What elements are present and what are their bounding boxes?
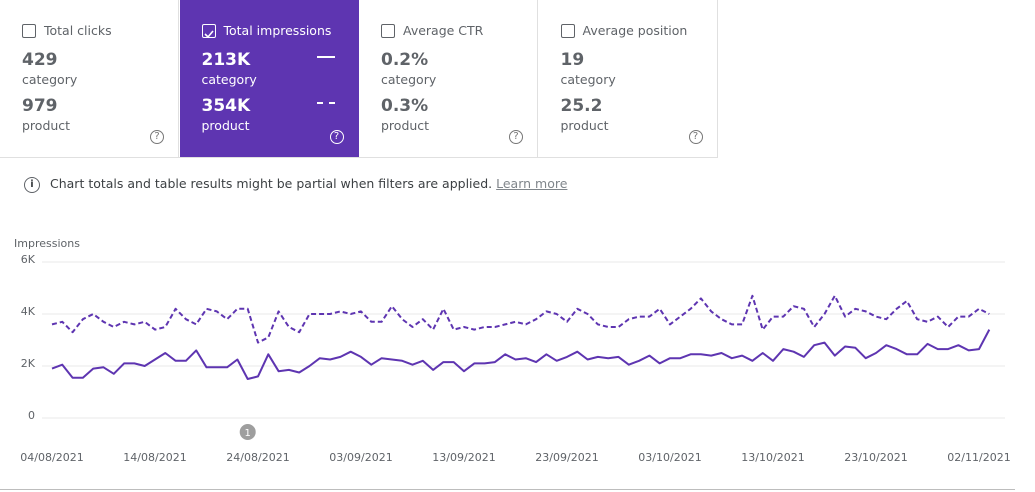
- x-tick-label: 23/09/2021: [535, 451, 598, 464]
- metric-card[interactable]: Average CTR 0.2% category 0.3% product?: [359, 0, 538, 157]
- y-tick-label: 4K: [21, 305, 36, 318]
- metric-sub-label: category: [201, 72, 257, 87]
- checkbox: [201, 24, 216, 39]
- annotation-label: 1: [245, 428, 251, 439]
- metric-card[interactable]: Total impressions 213K category 354K product…: [179, 0, 359, 157]
- metric-sub-label: product: [22, 118, 71, 133]
- metric-sub-label: category: [22, 72, 78, 87]
- help-icon: ?: [509, 130, 523, 144]
- info-icon: i: [24, 176, 40, 193]
- metric-label: Total clicks: [44, 23, 112, 38]
- metric-value: 0.3%: [381, 96, 429, 116]
- x-tick-label: 23/10/2021: [844, 451, 907, 464]
- notice-text: Chart totals and table results might be …: [50, 176, 493, 191]
- metric-card[interactable]: Average position 19 category 25.2 product?: [539, 0, 718, 157]
- y-tick-label: 2K: [21, 357, 36, 370]
- metric-sub-label: product: [381, 118, 430, 133]
- bottom-border: [0, 489, 1015, 490]
- checkbox: [381, 24, 395, 38]
- metric-label: Total impressions: [223, 23, 332, 38]
- metric-sub-label: category: [560, 72, 616, 87]
- checkbox: [22, 24, 36, 38]
- x-tick-label: 04/08/2021: [20, 451, 83, 464]
- x-tick-label: 14/08/2021: [123, 451, 186, 464]
- metric-value: 979: [22, 96, 58, 116]
- metric-sub-label: category: [381, 72, 437, 87]
- metric-label: Average position: [582, 23, 688, 38]
- help-icon: ?: [688, 130, 703, 144]
- x-tick-label: 03/10/2021: [638, 451, 701, 464]
- series-line: [51, 294, 990, 344]
- help-icon: ?: [329, 130, 344, 144]
- learn-more-link[interactable]: Learn more: [496, 176, 568, 191]
- x-tick-label: 02/11/2021: [947, 451, 1010, 464]
- x-tick-label: 03/09/2021: [329, 451, 392, 464]
- annotation-marker: [239, 424, 256, 440]
- metric-sub-label: product: [201, 118, 250, 133]
- notice: i Chart totals and table results might be…: [24, 176, 567, 193]
- metric-label: Average CTR: [403, 23, 484, 38]
- x-tick-label: 24/08/2021: [226, 451, 289, 464]
- metric-value: 25.2: [560, 96, 603, 116]
- help-icon: ?: [150, 130, 164, 144]
- metric-value: 429: [22, 50, 58, 70]
- metric-value: 0.2%: [381, 50, 429, 70]
- checkmark: [203, 30, 214, 39]
- chart: Impressions 0 2K 4K 6K 04/08/2021 14/08/2021 2…: [14, 237, 1011, 464]
- x-tick-label: 13/09/2021: [432, 451, 495, 464]
- series-line: [51, 329, 991, 380]
- metric-value: 19: [560, 50, 585, 70]
- line-style-icon: [316, 56, 335, 58]
- metric-value: 213K: [201, 50, 251, 70]
- x-tick-label: 13/10/2021: [741, 451, 804, 464]
- checkbox: [560, 24, 575, 38]
- divider: [0, 157, 718, 158]
- y-tick-label: 6K: [21, 253, 36, 266]
- metric-card[interactable]: Total clicks 429 category 979 product?: [0, 0, 179, 157]
- y-axis-label: Impressions: [14, 237, 80, 250]
- metric-value: 354K: [201, 96, 251, 116]
- y-tick-label: 0: [28, 409, 35, 422]
- metric-sub-label: product: [560, 118, 609, 133]
- line-style-icon: [316, 102, 335, 104]
